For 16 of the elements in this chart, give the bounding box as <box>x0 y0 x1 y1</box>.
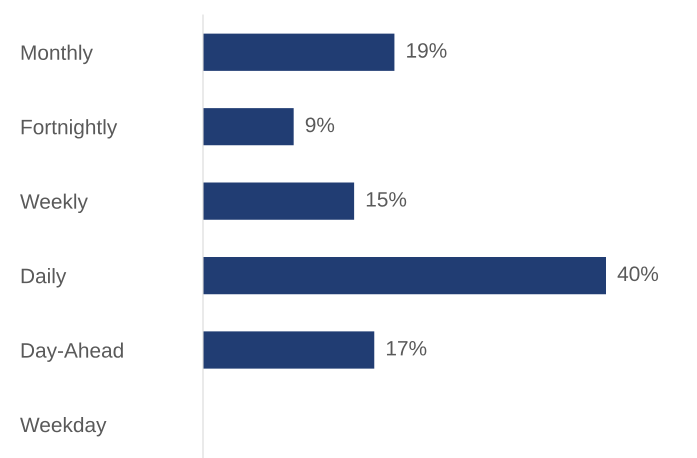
y-tick-label: Day-Ahead <box>22 342 123 362</box>
bar <box>203 182 354 220</box>
y-tick-label: Monthly <box>22 44 93 64</box>
data-label: 40% <box>618 266 658 282</box>
bar <box>203 108 294 146</box>
y-tick-label: Daily <box>22 268 66 288</box>
bar <box>203 331 374 369</box>
data-label: 19% <box>407 43 446 58</box>
data-label: 9% <box>306 118 334 132</box>
y-tick-label: Fortnightly <box>22 119 118 139</box>
y-tick-label: Weekly <box>20 194 88 214</box>
data-label: 17% <box>386 340 426 356</box>
y-tick-label: Weekday <box>20 416 106 436</box>
bar <box>203 256 606 294</box>
data-label: 15% <box>366 192 406 207</box>
bar <box>203 34 394 71</box>
